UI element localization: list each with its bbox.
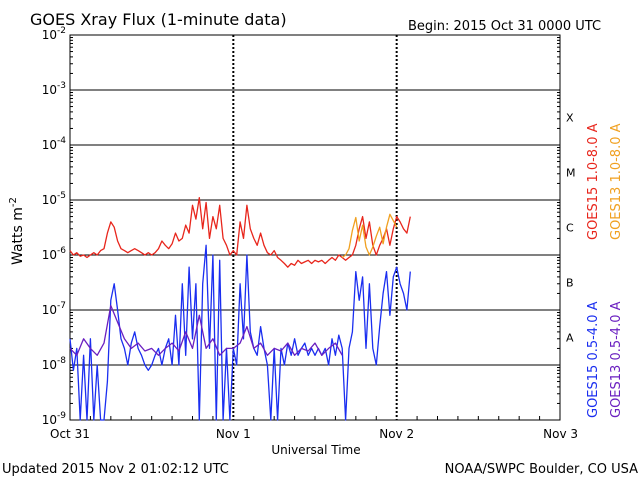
y-tick-label: 10-9 [42,411,67,427]
y-tick-exponent: -6 [57,246,66,256]
y-tick-exponent: -9 [57,411,66,421]
flare-class-labels: A B C M X [566,112,576,345]
y-tick-label: 10-6 [42,246,67,262]
y-tick-exponent: -8 [57,356,66,366]
chart-title: GOES Xray Flux (1-minute data) [30,10,287,29]
y-tick-base: 10 [42,83,57,97]
series-line-0 [69,197,411,268]
y-axis-label: Watts m-2 [8,197,26,265]
y-tick-label: 10-5 [42,191,66,207]
source-label: NOAA/SWPC Boulder, CO USA [445,462,638,477]
y-tick-label: 10-2 [42,26,66,42]
y-axis-label-exponent: -2 [8,197,19,207]
x-tick-label: Nov 3 [543,427,578,441]
y-tick-base: 10 [42,28,57,42]
series-line-3 [69,304,343,356]
x-axis-label: Universal Time [271,443,360,457]
series-line-1 [341,213,398,259]
updated-label: Updated 2015 Nov 2 01:02:12 UTC [2,462,229,477]
y-tick-label: 10-7 [42,301,66,317]
y-tick-base: 10 [42,193,57,207]
begin-label: Begin: 2015 Oct 31 0000 UTC [408,19,601,34]
legend-entry: GOES13 0.5-4.0 A [609,301,624,418]
y-tick-base: 10 [42,358,57,372]
y-tick-exponent: -3 [57,81,66,91]
flare-class-A: A [566,332,574,345]
y-tick-labels: 10-910-810-710-610-510-410-310-2 [42,26,67,427]
x-tick-label: Nov 2 [379,427,414,441]
flare-class-M: M [566,167,576,180]
legend-entry: GOES15 1.0-8.0 A [586,123,601,240]
y-tick-exponent: -4 [57,136,66,146]
y-tick-label: 10-8 [42,356,67,372]
y-tick-exponent: -7 [57,301,66,311]
y-tick-base: 10 [42,248,57,262]
y-axis-label-text: Watts m [10,207,26,265]
legend: GOES15 1.0-8.0 A GOES13 1.0-8.0 A GOES15 0… [586,123,624,418]
legend-entry: GOES15 0.5-4.0 A [586,301,601,418]
x-tick-labels: Oct 31 Nov 1 Nov 2 Nov 3 [50,427,578,441]
legend-entry: GOES13 1.0-8.0 A [609,123,624,240]
flare-class-B: B [566,277,574,290]
flare-class-C: C [566,222,574,235]
series-line-2 [69,244,411,421]
x-tick-label: Nov 1 [216,427,251,441]
series-lines [69,197,411,421]
day-gridlines [89,35,541,420]
x-tick-label: Oct 31 [50,427,90,441]
y-tick-label: 10-4 [42,136,67,152]
y-tick-base: 10 [42,138,57,152]
y-tick-base: 10 [42,413,57,427]
y-tick-exponent: -2 [57,26,66,36]
flare-class-X: X [566,112,574,125]
y-tick-exponent: -5 [57,191,66,201]
y-tick-label: 10-3 [42,81,66,97]
y-tick-base: 10 [42,303,57,317]
